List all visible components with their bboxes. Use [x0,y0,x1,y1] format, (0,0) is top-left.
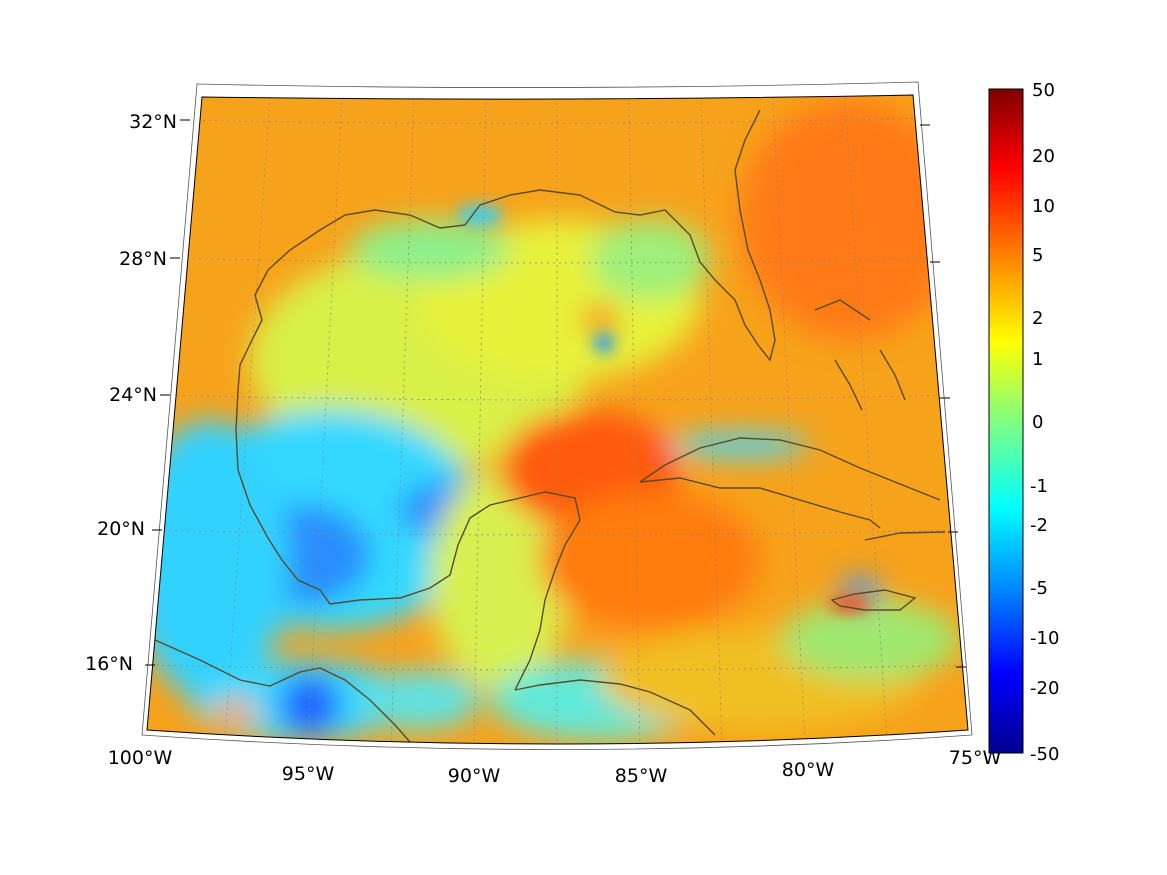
cb-label-neg2: -2 [1030,515,1048,536]
lon-label-90: 90°W [448,765,501,787]
cb-label-0: 0 [1032,412,1043,433]
lon-label-75: 75°W [949,747,1002,769]
lat-label-16: 16°N [85,653,133,675]
cb-label-1: 1 [1032,349,1043,370]
lon-label-95: 95°W [282,763,335,785]
cuba-outline [639,437,941,501]
cb-label-5: 5 [1032,245,1043,266]
jamaica-outline [830,589,917,611]
lon-tick-labels: 100°W 95°W 90°W 85°W 80°W 75°W [108,747,1002,787]
cb-label-neg1: -1 [1030,476,1048,497]
cb-label-10: 10 [1032,196,1055,217]
coastlines [154,109,946,743]
map-frame [146,94,969,745]
bahamas-outline [814,299,906,411]
lon-label-100: 100°W [108,747,173,769]
cb-label-20: 20 [1032,146,1055,167]
central-america-outline [514,679,716,736]
heatmap-field [147,95,968,744]
hispaniola-outline [864,531,946,541]
lat-label-20: 20°N [97,518,145,540]
cb-label-50: 50 [1032,80,1055,101]
lon-label-85: 85°W [615,765,668,787]
graticule [149,96,967,744]
map-frame-outer [141,81,973,750]
gulf-coast-outline [235,109,776,605]
tick-marks [145,119,966,668]
colorbar: 50 20 10 5 2 1 0 -1 -2 -5 -10 -20 -50 [988,80,1059,765]
lat-label-32: 32°N [129,111,177,133]
lat-label-28: 28°N [119,248,167,270]
colorbar-ticks: 50 20 10 5 2 1 0 -1 -2 -5 -10 -20 -50 [1030,80,1059,765]
colorbar-gradient [988,88,1024,754]
lon-label-80: 80°W [782,759,835,781]
pacific-coast-outline [154,639,411,743]
cuba-south-outline [639,477,881,529]
cb-label-neg5: -5 [1030,578,1048,599]
yucatan-outline [514,491,581,691]
lat-tick-labels: 32°N 28°N 24°N 20°N 16°N [85,111,177,675]
cb-label-neg50: -50 [1030,744,1059,765]
lat-label-24: 24°N [109,384,157,406]
cb-label-neg10: -10 [1030,628,1059,649]
cb-label-2: 2 [1032,308,1043,329]
cb-label-neg20: -20 [1030,678,1059,699]
